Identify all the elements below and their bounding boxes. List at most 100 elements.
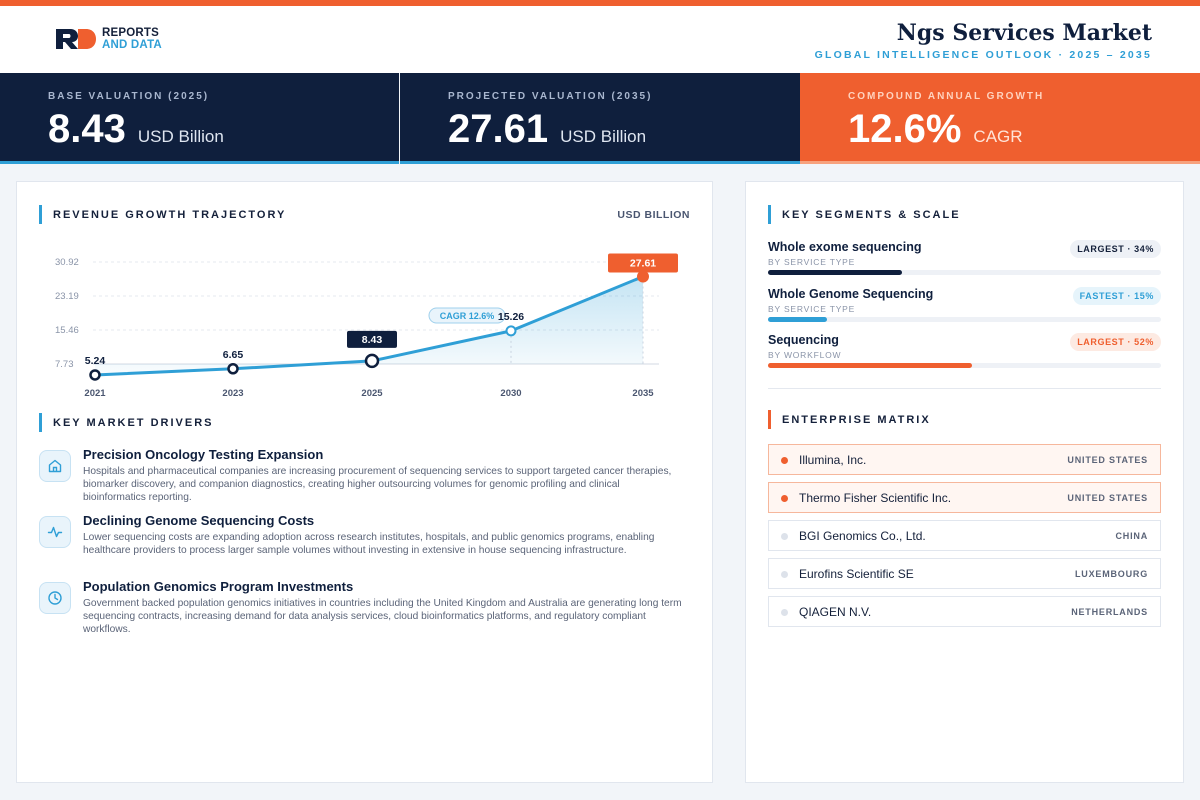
kpi-value: 8.43 <box>48 107 126 151</box>
segment-bar <box>768 317 827 322</box>
segment-track <box>768 363 1161 368</box>
revenue-title-text: REVENUE GROWTH TRAJECTORY <box>53 208 287 221</box>
segment-track <box>768 270 1161 275</box>
y-tick-label: 7.73 <box>55 359 74 370</box>
segment-name: Whole exome sequencing <box>768 240 922 254</box>
kpi-projected-valuation: PROJECTED VALUATION (2035) 27.61 USD Bil… <box>400 73 800 164</box>
cagr-annotation: CAGR 12.6% <box>440 311 495 321</box>
section-accent <box>768 205 771 224</box>
series-area <box>95 276 643 375</box>
kpi-value: 12.6% <box>848 107 962 151</box>
logo-line-2: AND DATA <box>102 39 162 51</box>
kpi-base-valuation: BASE VALUATION (2025) 8.43 USD Billion <box>0 73 399 164</box>
data-label: 15.26 <box>498 311 524 323</box>
driver-text: Lower sequencing costs are expanding ado… <box>83 532 655 556</box>
data-label-box <box>347 330 397 348</box>
y-tick-label: 15.46 <box>55 325 79 336</box>
kpi-unit: USD Billion <box>560 127 647 146</box>
segments-section-title: KEY SEGMENTS & SCALE <box>768 205 961 224</box>
enterprise-row[interactable]: Thermo Fisher Scientific Inc. UNITED STA… <box>768 482 1161 513</box>
cagr-annotation-pill <box>428 307 506 324</box>
section-accent <box>768 410 771 429</box>
kpi-strip: BASE VALUATION (2025) 8.43 USD Billion P… <box>0 73 1200 164</box>
x-tick-label: 2030 <box>500 388 521 399</box>
kpi-label: COMPOUND ANNUAL GROWTH <box>848 91 1045 102</box>
driver-item: Declining Genome Sequencing Costs Lower … <box>39 513 689 579</box>
revenue-section-title: REVENUE GROWTH TRAJECTORY <box>39 205 286 224</box>
driver-item: Population Genomics Program Investments … <box>39 579 689 645</box>
data-point <box>505 325 517 337</box>
segment-badge: FASTEST · 15% <box>1072 287 1161 305</box>
enterprise-title-text: ENTERPRISE MATRIX <box>782 413 931 426</box>
enterprise-country: UNITED STATES <box>1067 455 1148 465</box>
enterprise-row[interactable]: QIAGEN N.V. NETHERLANDS <box>768 596 1161 627</box>
segment-name: Whole Genome Sequencing <box>768 287 934 301</box>
segment-category: BY SERVICE TYPE <box>768 304 856 314</box>
data-label: 5.24 <box>85 355 106 367</box>
driver-text: Hospitals and pharmaceutical companies a… <box>83 466 672 503</box>
kpi-label: BASE VALUATION (2025) <box>48 91 210 102</box>
x-tick-label: 2035 <box>632 388 654 399</box>
enterprise-name: QIAGEN N.V. <box>799 605 872 619</box>
logo-line-1: REPORTS <box>102 27 159 39</box>
pulse-icon <box>39 516 71 548</box>
revenue-chart: 30.92 23.19 15.46 7.73 CAGR 12.6% 5.24 2021 6.6… <box>55 253 678 399</box>
page-header: REPORTS AND DATA Ngs Services Market GLO… <box>0 6 1200 73</box>
enterprise-row[interactable]: Eurofins Scientific SE LUXEMBOURG <box>768 558 1161 589</box>
driver-title: Declining Genome Sequencing Costs <box>83 513 315 528</box>
hospital-icon <box>39 450 71 482</box>
enterprise-country: CHINA <box>1115 531 1148 541</box>
data-label-box <box>608 253 678 273</box>
section-accent <box>39 205 42 224</box>
segments-title-text: KEY SEGMENTS & SCALE <box>782 208 961 221</box>
drivers-list: Precision Oncology Testing Expansion Hos… <box>39 447 689 645</box>
data-label: 6.65 <box>223 349 244 361</box>
kpi-unit: USD Billion <box>137 127 224 146</box>
data-label: 27.61 <box>630 258 656 270</box>
driver-title: Precision Oncology Testing Expansion <box>83 447 324 462</box>
data-point <box>227 363 239 375</box>
clock-icon <box>39 582 71 614</box>
y-tick-label: 23.19 <box>55 291 79 302</box>
driver-title: Population Genomics Program Investments <box>83 579 354 594</box>
section-divider <box>768 388 1161 389</box>
drivers-title-text: KEY MARKET DRIVERS <box>53 416 214 429</box>
driver-text: Government backed population genomics in… <box>83 598 682 635</box>
status-dot-icon <box>781 457 788 464</box>
y-tick-label: 30.92 <box>55 257 79 268</box>
kpi-cagr: COMPOUND ANNUAL GROWTH 12.6% CAGR <box>800 73 1200 164</box>
page-title: Ngs Services Market <box>896 20 1152 46</box>
enterprise-country: UNITED STATES <box>1067 493 1148 503</box>
section-accent <box>39 413 42 432</box>
chart-unit-label: USD BILLION <box>617 209 690 221</box>
enterprise-name: BGI Genomics Co., Ltd. <box>799 529 926 543</box>
enterprise-country: NETHERLANDS <box>1071 607 1148 617</box>
segment-bar <box>768 270 902 275</box>
x-tick-label: 2021 <box>84 388 106 399</box>
data-point <box>637 270 649 283</box>
data-point <box>364 353 380 369</box>
enterprise-row[interactable]: Illumina, Inc. UNITED STATES <box>768 444 1161 475</box>
segment-bar <box>768 363 973 368</box>
data-label: 8.43 <box>362 334 383 346</box>
status-dot-icon <box>781 533 788 540</box>
brand-logo[interactable]: REPORTS AND DATA <box>54 27 162 51</box>
x-tick-label: 2025 <box>361 388 383 399</box>
enterprise-section-title: ENTERPRISE MATRIX <box>768 410 931 429</box>
enterprise-country: LUXEMBOURG <box>1075 569 1148 579</box>
left-panel: REVENUE GROWTH TRAJECTORY USD BILLION 30… <box>16 181 713 783</box>
enterprise-row[interactable]: BGI Genomics Co., Ltd. CHINA <box>768 520 1161 551</box>
data-point <box>89 369 101 381</box>
drivers-section-title: KEY MARKET DRIVERS <box>39 413 213 432</box>
kpi-unit: CAGR <box>973 127 1023 146</box>
page-subtitle: GLOBAL INTELLIGENCE OUTLOOK · 2025 – 203… <box>814 49 1152 61</box>
enterprise-name: Illumina, Inc. <box>799 453 867 467</box>
driver-item: Precision Oncology Testing Expansion Hos… <box>39 447 689 513</box>
status-dot-icon <box>781 495 788 502</box>
segment-track <box>768 317 1161 322</box>
segment-category: BY SERVICE TYPE <box>768 257 856 267</box>
top-accent-bar <box>0 0 1200 6</box>
enterprise-name: Eurofins Scientific SE <box>799 567 914 581</box>
right-panel: KEY SEGMENTS & SCALE Whole exome sequenc… <box>745 181 1184 783</box>
logo-mark-icon <box>54 27 98 51</box>
